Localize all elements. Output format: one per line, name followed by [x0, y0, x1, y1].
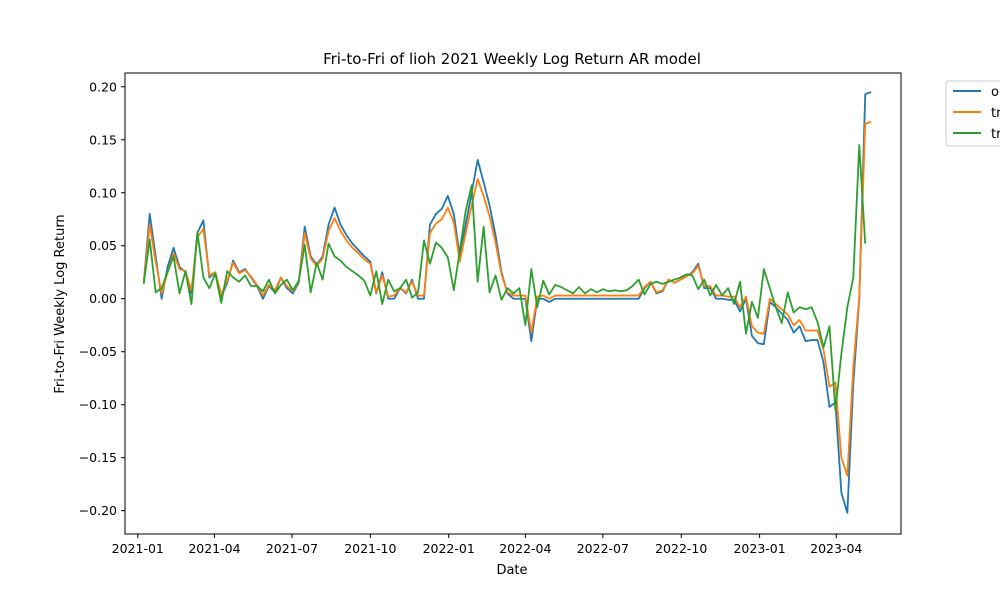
- series-line-1: [142, 91, 872, 514]
- x-tick-label: 2022-10: [655, 541, 707, 556]
- series-line-3: [142, 144, 867, 411]
- y-tick-label: −0.20: [79, 503, 117, 518]
- x-tick-label: 2022-01: [423, 541, 475, 556]
- y-tick-label: 0.00: [89, 291, 117, 306]
- plot-lines: [142, 91, 872, 514]
- y-axis: 0.20 0.15 0.10 0.05 0.00 −0.05 −0.10 −0.15 −0.20: [79, 79, 125, 518]
- x-tick-label: 2022-04: [499, 541, 551, 556]
- legend-box: [945, 80, 1000, 147]
- x-tick-label: 2021-01: [112, 541, 164, 556]
- x-tick-label: 2021-04: [188, 541, 240, 556]
- plot-frame: [124, 72, 902, 535]
- legend: ol tr tr: [945, 80, 1000, 147]
- x-tick-label: 2023-04: [810, 541, 862, 556]
- y-tick-label: −0.05: [79, 344, 117, 359]
- legend-label: tr: [991, 106, 1000, 121]
- y-tick-label: −0.15: [79, 450, 117, 465]
- y-tick-label: 0.20: [89, 79, 117, 94]
- legend-label: tr: [991, 127, 1000, 142]
- x-tick-label: 2021-10: [344, 541, 396, 556]
- legend-label: ol: [991, 85, 1000, 100]
- x-axis-label: Date: [496, 563, 527, 578]
- y-tick-label: −0.10: [79, 397, 117, 412]
- y-tick-label: 0.15: [89, 132, 117, 147]
- series-line-2: [142, 120, 872, 477]
- y-tick-label: 0.10: [89, 185, 117, 200]
- x-tick-label: 2022-07: [577, 541, 629, 556]
- y-axis-label: Fri-to-Fri Weekly Log Return: [53, 214, 68, 393]
- y-tick-label: 0.05: [89, 238, 117, 253]
- x-tick-label: 2023-01: [733, 541, 785, 556]
- chart-title: Fri-to-Fri of lioh 2021 Weekly Log Retur…: [323, 50, 701, 68]
- x-axis: 2021-01 2021-04 2021-07 2021-10 2022-01 2022-…: [112, 534, 862, 556]
- x-tick-label: 2021-07: [266, 541, 318, 556]
